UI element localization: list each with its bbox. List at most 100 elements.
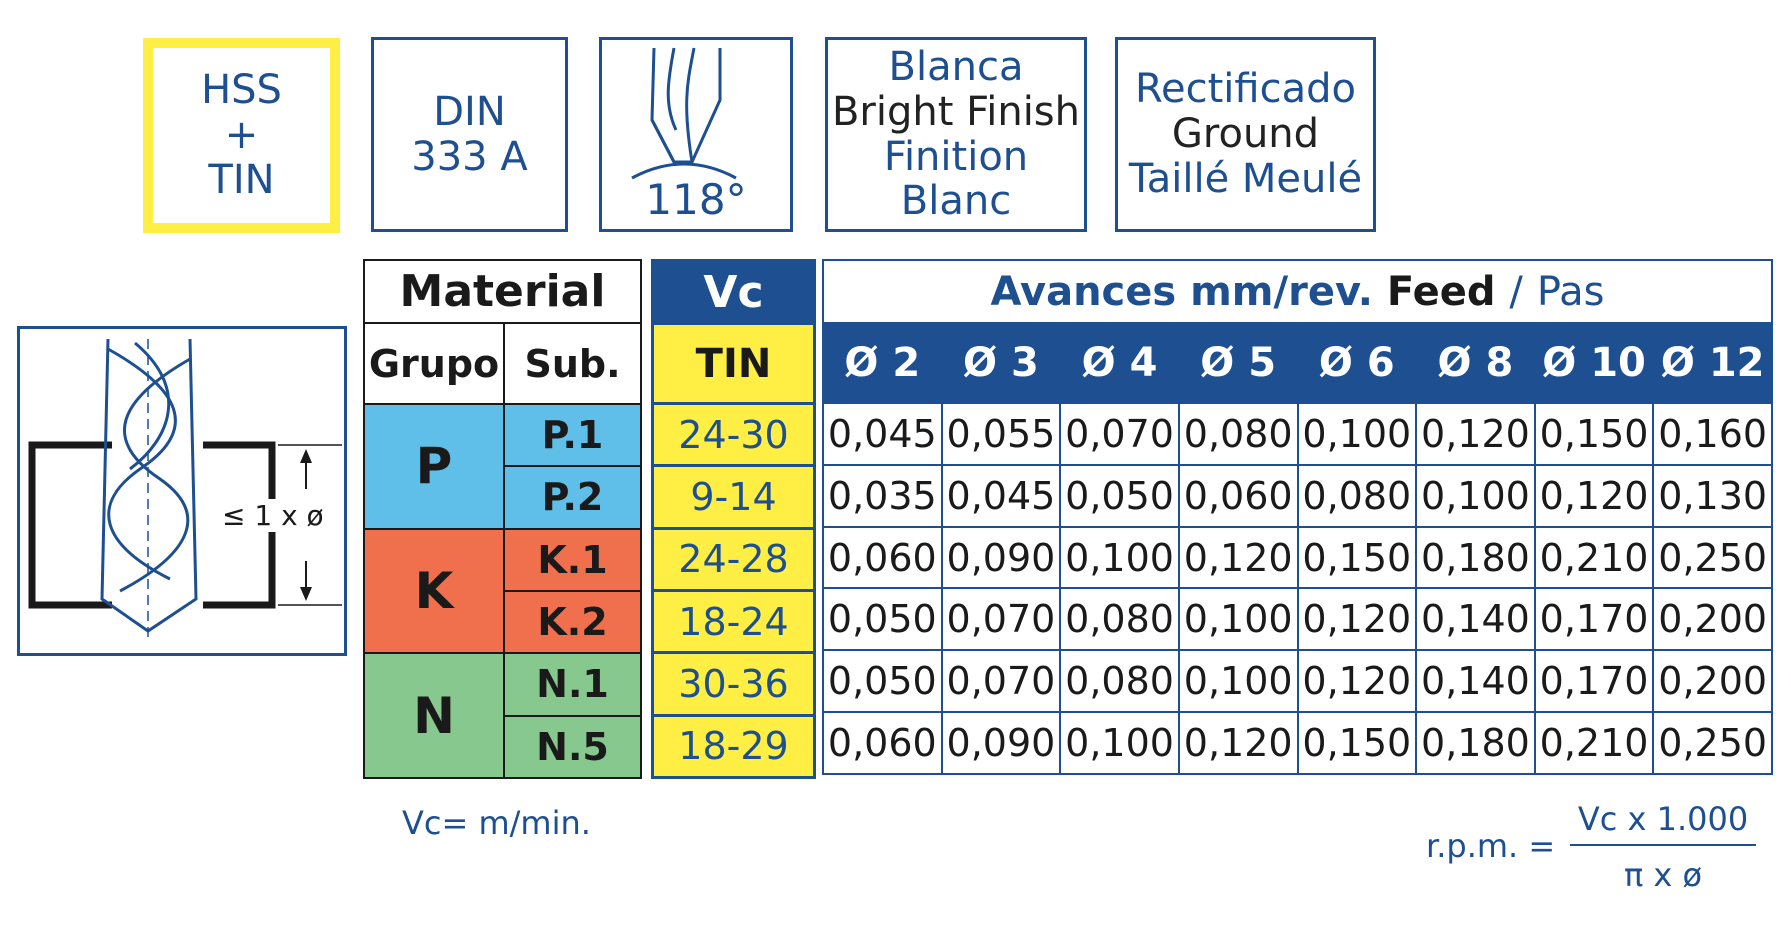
vc-value: 30-36 (651, 651, 816, 717)
finish-badge-line1: Blanca (888, 43, 1024, 90)
feed-cell: 0,045 (822, 402, 943, 466)
feed-cell: 0,150 (1533, 402, 1655, 466)
feed-cell: 0,120 (1415, 402, 1536, 466)
feed-cell: 0,120 (1177, 711, 1299, 775)
feed-cell: 0,130 (1652, 463, 1773, 528)
diameter-header: Ø 10 (1533, 322, 1655, 404)
sub-p2: P.2 (503, 465, 642, 530)
grind-badge-line2: Ground (1171, 111, 1320, 158)
feed-cell: 0,060 (822, 711, 943, 775)
vc-value: 24-28 (651, 526, 816, 592)
grind-badge: Rectificado Ground Taillé Meulé (1115, 37, 1376, 232)
feed-cell: 0,140 (1415, 649, 1536, 714)
feed-cell: 0,150 (1296, 525, 1418, 590)
feed-table: Avances mm/rev. Feed / Pas Ø 2 Ø 3 Ø 4 Ø… (822, 259, 1773, 775)
feed-cell: 0,060 (822, 525, 943, 590)
material-badge: HSS + TIN (143, 38, 340, 233)
feed-cell: 0,070 (1059, 402, 1180, 466)
feed-cell: 0,045 (940, 463, 1062, 528)
table-row: 0,035 0,045 0,050 0,060 0,080 0,100 0,12… (822, 463, 1773, 528)
material-badge-line1: HSS (201, 67, 282, 114)
sub-column-header: Sub. (503, 322, 642, 405)
depth-label: ≤ 1 x ø (222, 499, 324, 532)
sub-p1: P.1 (503, 402, 642, 468)
diameter-header: Ø 3 (940, 322, 1062, 404)
table-row: 0,045 0,055 0,070 0,080 0,100 0,120 0,15… (822, 402, 1773, 466)
feed-cell: 0,120 (1533, 463, 1655, 528)
fraction-bar (1570, 844, 1756, 846)
diameter-header: Ø 8 (1415, 322, 1536, 404)
feed-title: Avances mm/rev. Feed / Pas (822, 259, 1773, 324)
feed-cell: 0,070 (940, 587, 1062, 652)
table-row: 0,050 0,070 0,080 0,100 0,120 0,140 0,17… (822, 649, 1773, 714)
feed-cell: 0,180 (1415, 525, 1536, 590)
group-k: K (363, 527, 505, 655)
vc-table: Vc TIN 24-30 9-14 24-28 18-24 30-36 18-2… (651, 259, 816, 780)
feed-cell: 0,100 (1177, 587, 1299, 652)
diameter-header: Ø 4 (1059, 322, 1180, 404)
feed-cell: 0,210 (1533, 711, 1655, 775)
feed-cell: 0,060 (1177, 463, 1299, 528)
standard-badge: DIN 333 A (371, 37, 568, 232)
rpm-formula: Vc x 1.000 π x ø (1570, 800, 1756, 894)
feed-cell: 0,080 (1296, 463, 1418, 528)
feed-cell: 0,170 (1533, 587, 1655, 652)
feed-cell: 0,050 (822, 587, 943, 652)
feed-cell: 0,140 (1415, 587, 1536, 652)
angle-badge: 118° (599, 37, 793, 232)
feed-cell: 0,100 (1177, 649, 1299, 714)
drill-bit-icon (28, 338, 342, 639)
vc-unit-note: Vc= m/min. (402, 804, 591, 842)
feed-title-pas: Pas (1536, 268, 1605, 315)
feed-cell: 0,050 (1059, 463, 1180, 528)
feed-cell: 0,120 (1177, 525, 1299, 590)
table-row: 0,060 0,090 0,100 0,120 0,150 0,180 0,21… (822, 711, 1773, 775)
feed-cell: 0,100 (1296, 402, 1418, 466)
sub-n1: N.1 (503, 652, 642, 717)
rpm-denominator: π x ø (1623, 856, 1703, 894)
feed-cell: 0,055 (940, 402, 1062, 466)
vc-coating: TIN (651, 322, 816, 405)
drilling-depth-diagram: ≤ 1 x ø (17, 326, 347, 656)
material-table: Material Grupo Sub. P P.1 P.2 K K.1 K.2 … (363, 258, 642, 780)
table-row: 0,060 0,090 0,100 0,120 0,150 0,180 0,21… (822, 525, 1773, 590)
feed-cell: 0,100 (1059, 525, 1180, 590)
feed-cell: 0,100 (1415, 463, 1536, 528)
feed-title-feed: Feed (1386, 268, 1496, 315)
feed-cell: 0,090 (940, 711, 1062, 775)
finish-badge-line3: Finition Blanc (883, 133, 1029, 225)
material-header: Material (363, 258, 642, 325)
feed-cell: 0,250 (1652, 525, 1773, 590)
angle-label: 118° (645, 174, 747, 224)
grind-badge-line3: Taillé Meulé (1128, 155, 1363, 202)
feed-cell: 0,035 (822, 463, 943, 528)
feed-cell: 0,100 (1059, 711, 1180, 775)
finish-badge-line2: Bright Finish (831, 88, 1080, 135)
feed-cell: 0,120 (1296, 587, 1418, 652)
feed-cell: 0,200 (1652, 649, 1773, 714)
diameter-header: Ø 2 (822, 322, 943, 404)
group-n: N (363, 652, 505, 779)
group-p: P (363, 402, 505, 530)
feed-cell: 0,250 (1652, 711, 1773, 775)
feed-cell: 0,080 (1177, 402, 1299, 466)
feed-cell: 0,150 (1296, 711, 1418, 775)
drill-tip-icon (631, 47, 737, 180)
feed-cell: 0,050 (822, 649, 943, 714)
standard-badge-line2: 333 A (411, 133, 528, 180)
material-badge-line2: + (224, 112, 259, 159)
grind-badge-line1: Rectificado (1135, 66, 1356, 113)
sub-n5: N.5 (503, 714, 642, 780)
vc-value: 24-30 (651, 401, 816, 468)
feed-cell: 0,160 (1652, 402, 1773, 466)
feed-cell: 0,120 (1296, 649, 1418, 714)
feed-title-avances: Avances mm/rev. (990, 268, 1373, 315)
feed-cell: 0,200 (1652, 587, 1773, 652)
feed-cell: 0,170 (1533, 649, 1655, 714)
table-row: 0,050 0,070 0,080 0,100 0,120 0,140 0,17… (822, 587, 1773, 652)
material-badge-line3: TIN (208, 156, 275, 203)
feed-cell: 0,070 (940, 649, 1062, 714)
vc-value: 18-24 (651, 588, 816, 655)
feed-title-sep: / (1509, 268, 1523, 315)
feed-cell: 0,210 (1533, 525, 1655, 590)
